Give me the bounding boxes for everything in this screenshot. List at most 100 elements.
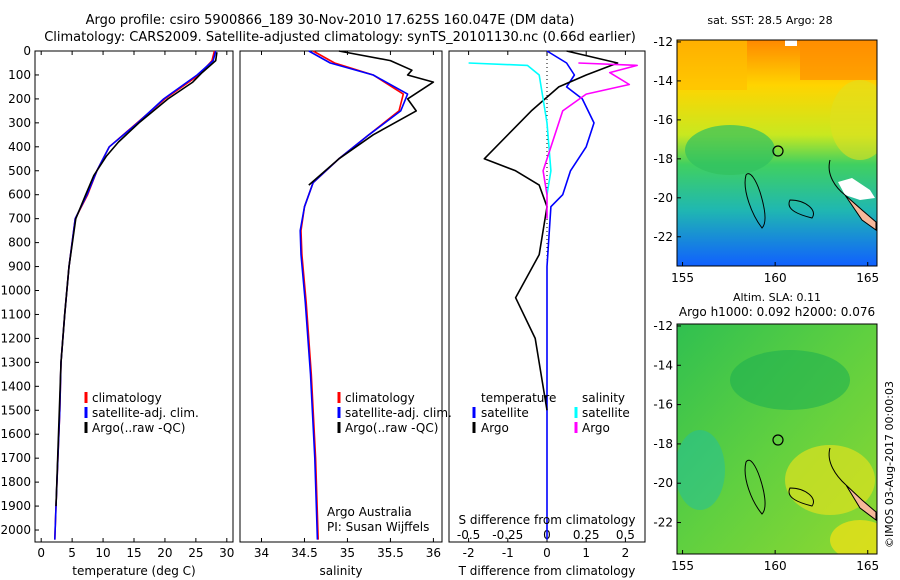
depth-tick-label: 700 [8, 212, 31, 226]
temperature-plot [54, 50, 218, 540]
depth-tick-label: 1200 [0, 331, 31, 345]
depth-tick-label: 2000 [0, 523, 31, 537]
salinity-xtick-label: 35 [340, 546, 355, 560]
sst-warm-patch [677, 40, 747, 90]
temperature-xtick-label: 20 [157, 546, 172, 560]
depth-tick-label: 1900 [0, 499, 31, 513]
depth-tick-label: 1400 [0, 379, 31, 393]
sst-map-title: sat. SST: 28.5 Argo: 28 [707, 14, 832, 27]
depth-tick-label: 1100 [0, 307, 31, 321]
map-lat-label: -12 [653, 319, 673, 333]
salinity-xlabel: salinity [319, 564, 362, 578]
salinity-legend: climatology satellite-adj. clim. Argo(..… [337, 391, 452, 435]
sst-reef-contour-2 [788, 199, 814, 219]
depth-tick-label: 100 [8, 68, 31, 82]
sla-teal-patch [677, 430, 725, 510]
title-line-2: Climatology: CARS2009. Satellite-adjuste… [44, 30, 636, 45]
difference-xlabel-top: S difference from climatology [459, 513, 636, 527]
map-lat-label: -18 [653, 152, 673, 166]
salinity-series-satellite-adj-clim- [299, 50, 409, 540]
sst-missing-top [785, 40, 797, 46]
map-lat-label: -12 [653, 35, 673, 49]
sst-argo-marker [772, 145, 784, 157]
title-line-1: Argo profile: csiro 5900866_189 30-Nov-2… [86, 13, 575, 28]
map-lon-label: 165 [856, 559, 879, 573]
sst-map-image [677, 40, 877, 266]
salinity-xtick-label: 35.5 [377, 546, 404, 560]
sla-new-caledonia [845, 484, 877, 521]
difference-xtick-label: -2 [463, 546, 475, 560]
temperature-legend: climatology satellite-adj. clim. Argo(..… [84, 391, 199, 435]
depth-tick-label: 600 [8, 188, 31, 202]
legend-label-argo: Argo(..raw -QC) [92, 421, 185, 435]
difference-s-tick-label: 0.5 [616, 528, 635, 542]
sla-map-title-2: Argo h1000: 0.092 h2000: 0.076 [679, 305, 875, 319]
salinity-plot [299, 50, 435, 540]
difference-xtick-label: -1 [502, 546, 514, 560]
sst-map-frame [676, 39, 878, 267]
temperature-xtick-label: 10 [95, 546, 110, 560]
difference-s-tick-label: -0.25 [492, 528, 523, 542]
difference-series-s-argo [542, 62, 639, 219]
salinity-series-climatology [300, 50, 405, 540]
map-lat-label: -22 [653, 516, 673, 530]
depth-axis: 0 100 200 300 400 500 600 700 800 900 1000 1100 1200… [0, 44, 39, 537]
map-lat-label: -16 [653, 113, 673, 127]
difference-series-t-satellite [546, 50, 595, 540]
sst-map-axes: -12 -14 -16 -18 -20 -22 155 160 165 [653, 35, 879, 285]
depth-tick-label: 1000 [0, 284, 31, 298]
depth-tick-label: 900 [8, 260, 31, 274]
depth-tick-label: 500 [8, 164, 31, 178]
sst-missing-coast [838, 178, 875, 200]
sst-coast-contour [828, 159, 846, 196]
temperature-xtick-label: 0 [37, 546, 45, 560]
map-lon-label: 165 [856, 271, 879, 285]
map-lat-label: -22 [653, 230, 673, 244]
sla-yellow-patch-2 [830, 520, 877, 554]
difference-xtick-label: 2 [622, 546, 630, 560]
salinity-xtick-label: 34.5 [291, 546, 318, 560]
panel-ticks: 0 5 10 15 20 25 30 34 34.5 35 35.5 36 -2 -1 0 1 2 -0.5 -0.… [37, 51, 635, 560]
salinity-xtick-label: 36 [426, 546, 441, 560]
legend-label-climatology: climatology [345, 391, 415, 405]
temperature-xtick-label: 5 [68, 546, 76, 560]
map-lon-label: 155 [671, 271, 694, 285]
depth-tick-label: 1600 [0, 427, 31, 441]
map-lon-label: 160 [764, 271, 787, 285]
temperature-series-satellite-adj-clim- [54, 50, 217, 540]
map-lat-label: -18 [653, 437, 673, 451]
depth-tick-label: 300 [8, 116, 31, 130]
map-lon-label: 160 [764, 559, 787, 573]
sst-new-caledonia [844, 194, 877, 231]
depth-tick-label: 0 [23, 44, 31, 58]
legend-label-satellite: satellite-adj. clim. [345, 406, 452, 420]
sla-map-axes: -12 -14 -16 -18 -20 -22 155 160 165 [653, 319, 879, 573]
sla-green-patch [730, 350, 850, 410]
pi-label: PI: Susan Wijffels [327, 520, 429, 534]
temperature-series-argo-raw-qc- [55, 52, 218, 507]
difference-xtick-label: 0 [543, 546, 551, 560]
legend-label-t-argo: Argo [481, 421, 509, 435]
sla-reef-contour [744, 459, 766, 515]
sla-map-frame [676, 323, 878, 555]
legend-label-argo: Argo(..raw -QC) [345, 421, 438, 435]
sla-map-title-1: Altim. SLA: 0.11 [733, 291, 821, 304]
depth-tick-label: 1300 [0, 355, 31, 369]
temperature-xlabel: temperature (deg C) [72, 564, 195, 578]
temperature-xtick-label: 30 [219, 546, 234, 560]
map-lat-label: -20 [653, 476, 673, 490]
salinity-series-argo-raw-qc- [308, 50, 435, 186]
difference-series-s-satellite [468, 62, 552, 195]
legend-label-climatology: climatology [92, 391, 162, 405]
legend-label-s-satellite: satellite [582, 406, 630, 420]
map-lat-label: -14 [653, 358, 673, 372]
sla-reef-contour-2 [788, 487, 814, 507]
map-lon-label: 155 [671, 559, 694, 573]
depth-tick-label: 400 [8, 140, 31, 154]
legend-salinity-heading: salinity [582, 391, 625, 405]
depth-tick-label: 800 [8, 236, 31, 250]
map-lat-label: -16 [653, 398, 673, 412]
sla-coast-contour [828, 447, 847, 486]
map-lat-label: -20 [653, 191, 673, 205]
